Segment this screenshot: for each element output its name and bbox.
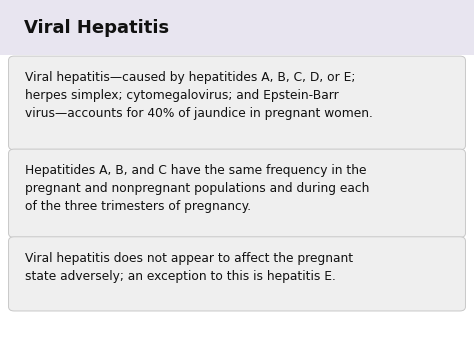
- FancyBboxPatch shape: [9, 149, 465, 237]
- FancyBboxPatch shape: [9, 56, 465, 150]
- Text: Viral hepatitis does not appear to affect the pregnant
state adversely; an excep: Viral hepatitis does not appear to affec…: [25, 252, 353, 283]
- FancyBboxPatch shape: [0, 0, 474, 55]
- FancyBboxPatch shape: [9, 237, 465, 311]
- Text: Viral hepatitis—caused by hepatitides A, B, C, D, or E;
herpes simplex; cytomega: Viral hepatitis—caused by hepatitides A,…: [25, 71, 373, 120]
- Text: Viral Hepatitis: Viral Hepatitis: [24, 18, 169, 37]
- Text: Hepatitides A, B, and C have the same frequency in the
pregnant and nonpregnant : Hepatitides A, B, and C have the same fr…: [25, 164, 369, 213]
